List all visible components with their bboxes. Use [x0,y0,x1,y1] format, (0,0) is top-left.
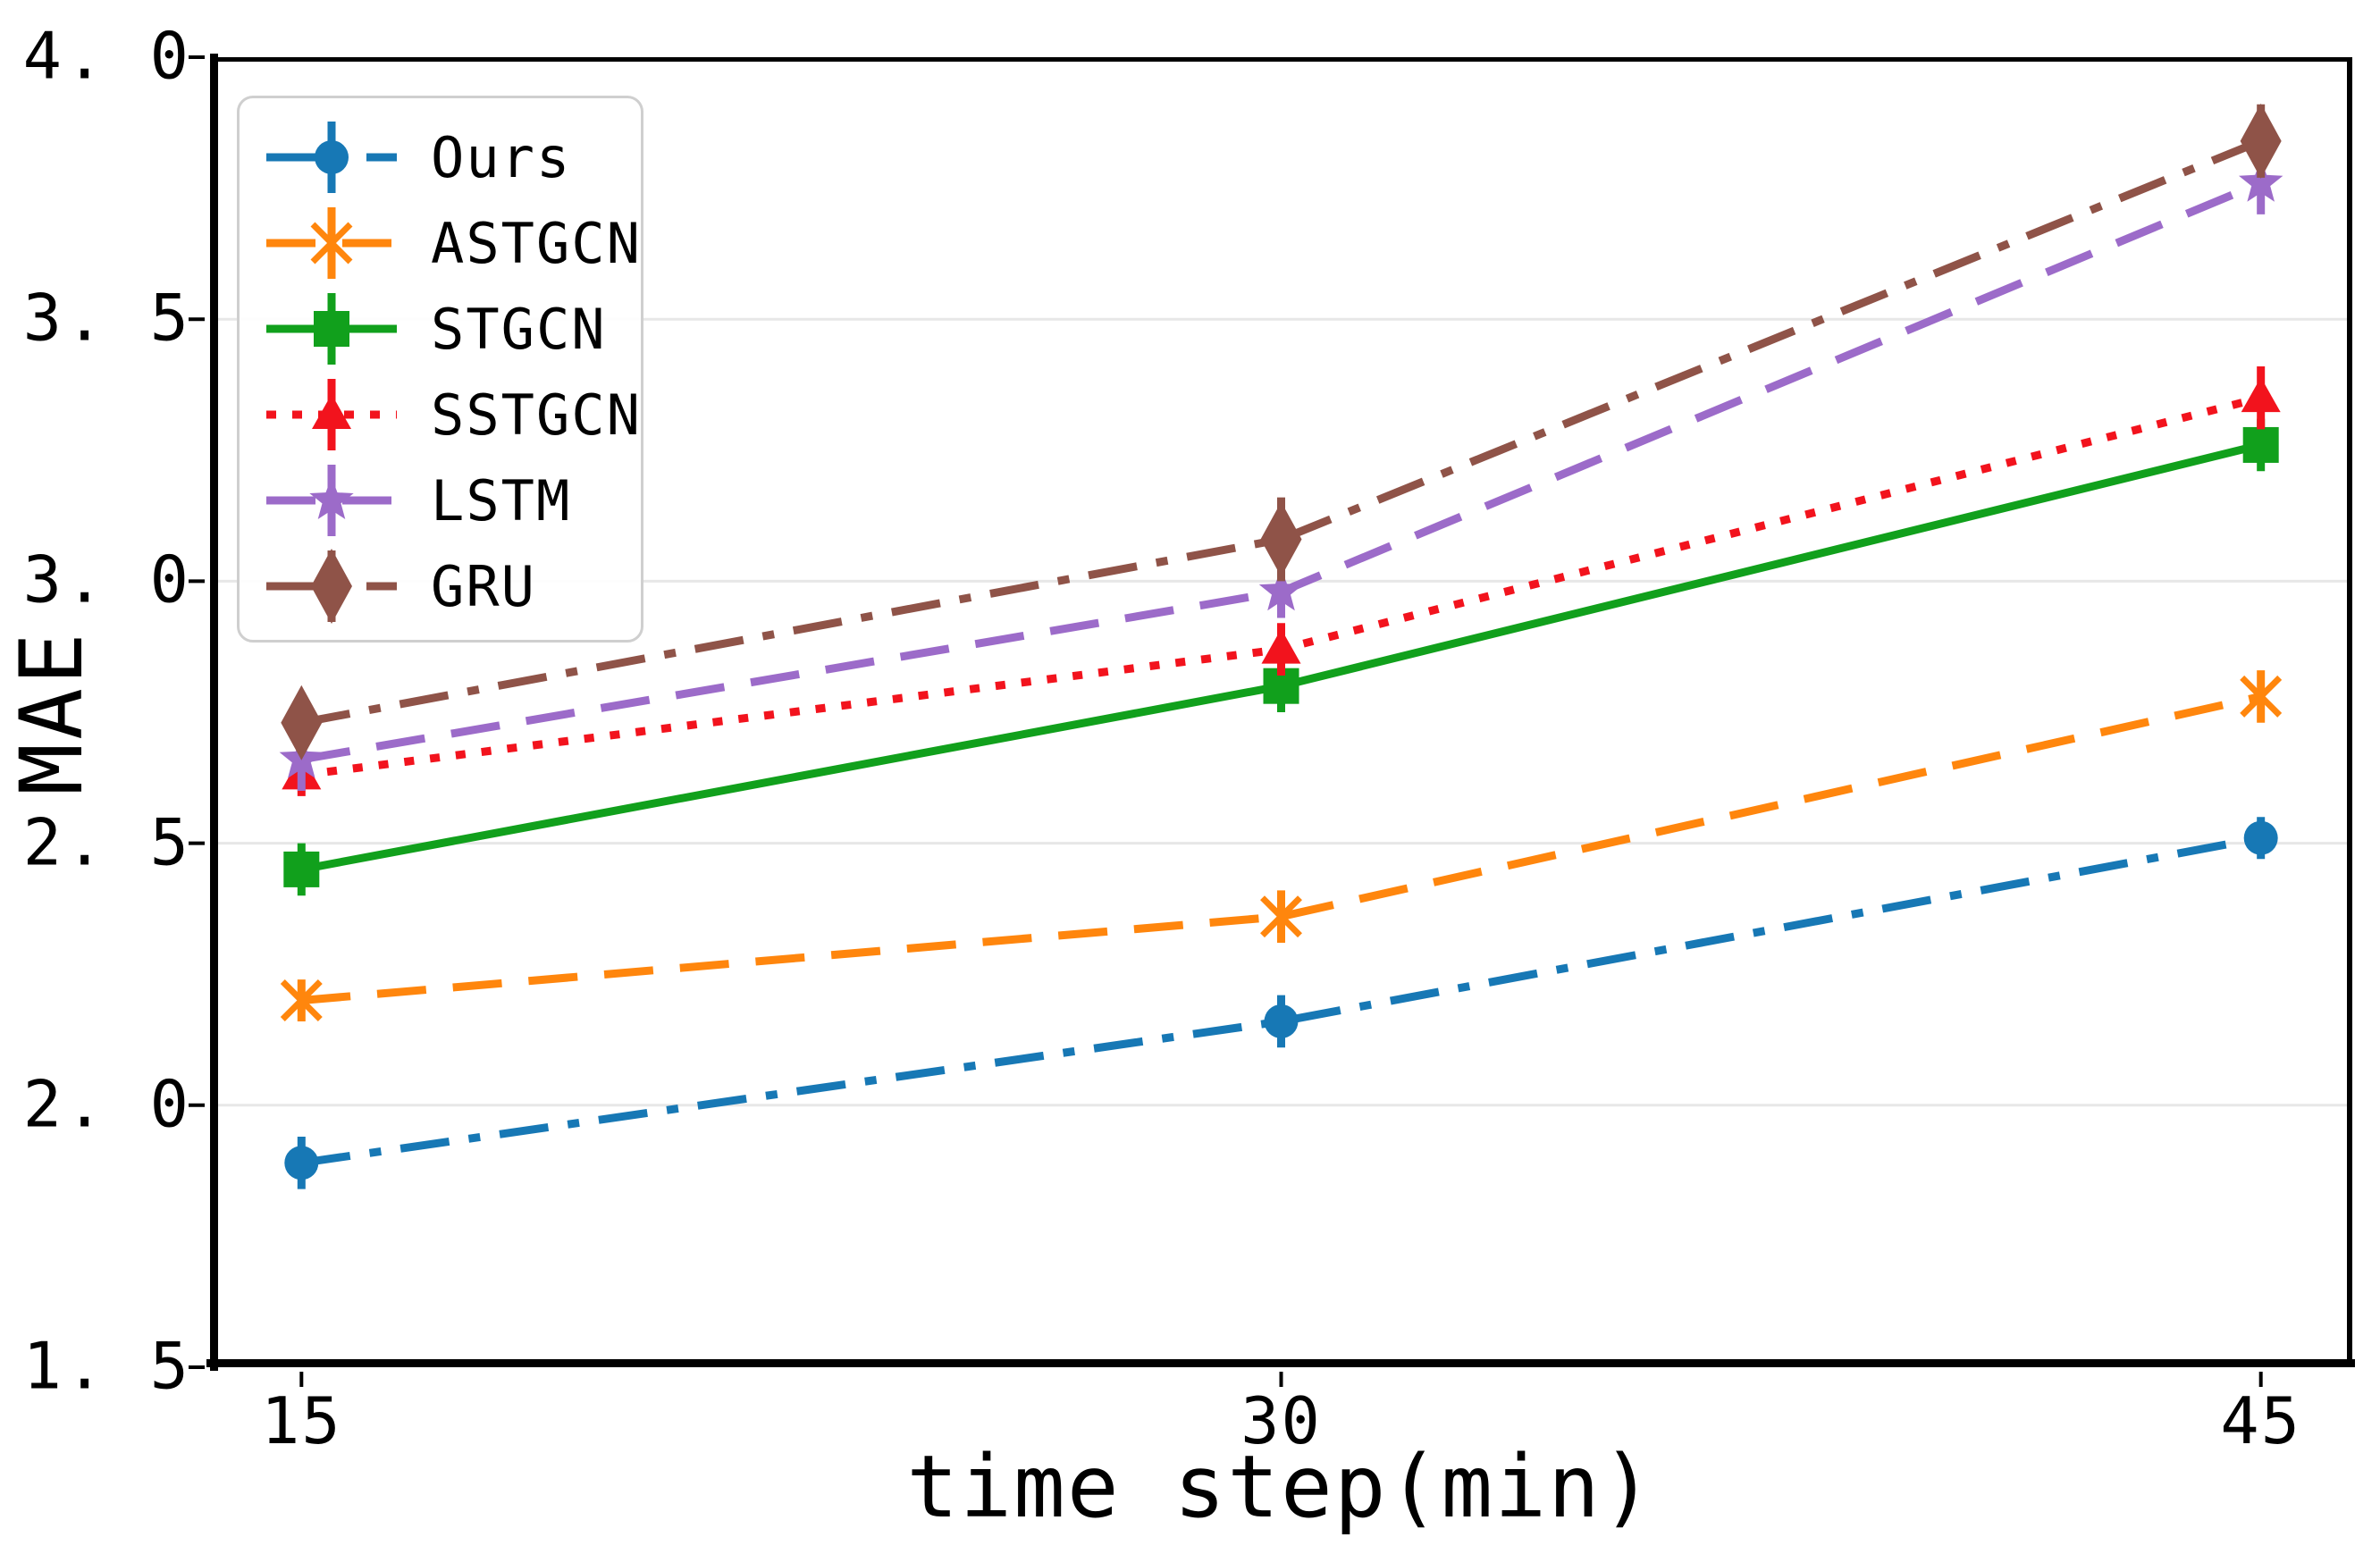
legend-marker-triangle-SSTGCN [312,394,351,429]
legend-label-Ours: Ours [431,124,572,190]
chart-canvas [189,54,2355,1387]
legend: Ours ASTGCN STGCN SSTGCN LSTM GRU [237,96,643,643]
legend-sample-SSTGCN [266,379,397,450]
marker-circle-Ours [284,1146,319,1180]
series-Ours [284,817,2278,1189]
marker-x-ASTGCN [280,979,323,1021]
legend-marker-circle-Ours [315,140,349,174]
marker-square-STGCN [2242,426,2279,463]
legend-item-Ours: Ours [265,114,641,200]
legend-marker-thin-diamond-GRU [311,549,352,624]
marker-thin-diamond-GRU [281,685,323,760]
series-line-Ours [300,834,2262,1167]
legend-label-ASTGCN: ASTGCN [431,210,642,276]
x-tick-label-45: 45 [2220,1383,2302,1458]
legend-sample-ASTGCN [266,207,397,279]
marker-thin-diamond-GRU [1260,501,1302,577]
x-axis-label: time step(min) [906,1437,1655,1537]
legend-label-GRU: GRU [431,553,536,619]
y-tick-label-4: 4. 0 [22,18,192,94]
plot-area [189,54,2355,1387]
marker-square-STGCN [283,851,320,887]
series-line-ASTGCN [300,693,2262,1004]
marker-x-ASTGCN [2240,675,2283,718]
marker-circle-Ours [2243,820,2278,855]
x-tick-label-15: 15 [260,1383,342,1458]
legend-marker-square-STGCN [314,311,349,347]
legend-item-STGCN: STGCN [265,286,641,372]
legend-sample-LSTM [266,465,397,536]
series-line-GRU [300,137,2263,727]
legend-item-ASTGCN: ASTGCN [265,200,641,286]
series-GRU [281,103,2282,760]
legend-item-GRU: GRU [265,543,641,629]
legend-label-LSTM: LSTM [431,467,572,533]
marker-triangle-SSTGCN [2241,377,2281,413]
y-tick-label-2.5: 2. 5 [22,803,192,879]
marker-star-LSTM [1258,568,1304,611]
legend-marker-x-ASTGCN [310,222,353,265]
marker-star-LSTM [2239,159,2283,202]
legend-item-LSTM: LSTM [265,458,641,543]
marker-triangle-SSTGCN [1261,628,1301,664]
legend-label-STGCN: STGCN [431,296,607,362]
marker-x-ASTGCN [1260,895,1302,938]
series-STGCN [283,418,2279,896]
y-tick-label-1.5: 1. 5 [22,1328,192,1404]
y-tick-label-3.5: 3. 5 [22,280,192,356]
marker-circle-Ours [1264,1004,1299,1038]
marker-thin-diamond-GRU [2240,103,2282,179]
y-axis-label: MAE [2,629,102,795]
legend-item-SSTGCN: SSTGCN [265,372,641,458]
legend-marker-star-LSTM [309,477,354,519]
legend-sample-STGCN [266,293,397,365]
legend-sample-Ours [266,122,397,193]
y-tick-label-3: 3. 0 [22,542,192,617]
x-tick-label-30: 30 [1240,1383,1322,1458]
y-tick-label-2: 2. 0 [22,1066,192,1142]
legend-label-SSTGCN: SSTGCN [431,382,642,448]
series-ASTGCN [280,670,2283,1021]
legend-sample-GRU [266,549,397,624]
